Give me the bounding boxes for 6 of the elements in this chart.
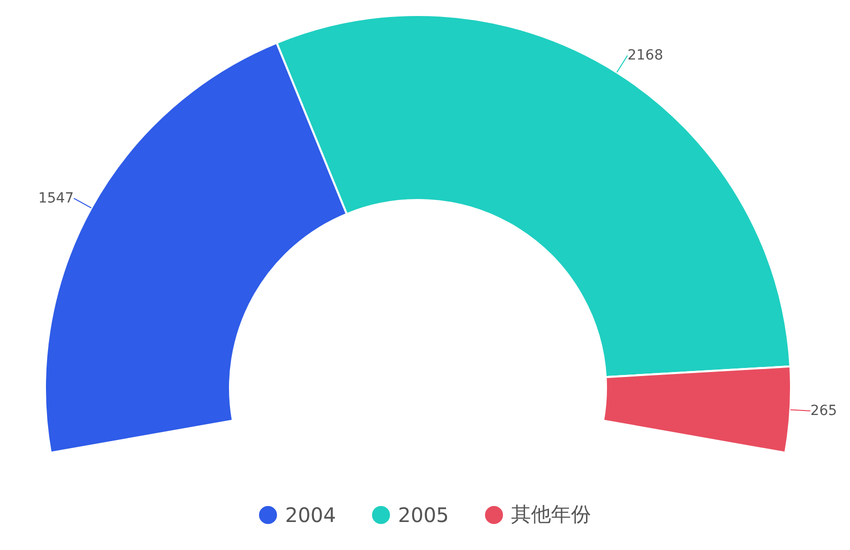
data-label: 2168 <box>627 47 664 64</box>
data-label: 265 <box>810 402 838 419</box>
legend-label: 2005 <box>398 502 449 526</box>
data-label: 1547 <box>38 190 74 206</box>
legend-label: 2004 <box>285 502 336 526</box>
legend-label: 其他年份 <box>510 501 591 528</box>
